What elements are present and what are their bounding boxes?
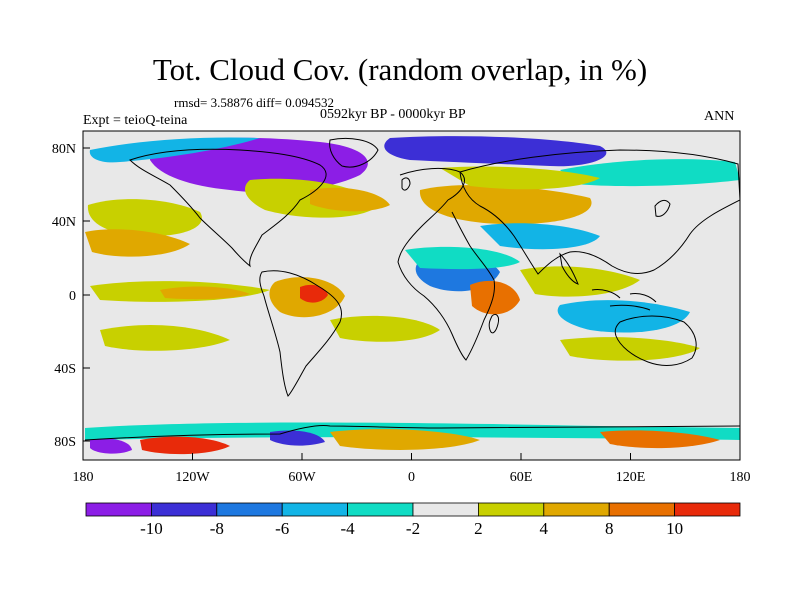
coastline-antarctica xyxy=(84,425,740,441)
coastline-australia xyxy=(614,315,697,366)
coastline-north-america xyxy=(129,148,327,268)
plot-title: Tot. Cloud Cov. (random overlap, in %) xyxy=(152,52,648,87)
colorbar-labels: -10 -8 -6 -4 -2 2 4 8 10 xyxy=(140,519,683,538)
latitude-axis: 80N 40N 0 40S 80S xyxy=(52,142,90,450)
south-pacific-yellow xyxy=(100,325,230,351)
lat-label-0: 0 xyxy=(69,289,76,304)
pacific-itcz-orange xyxy=(160,286,250,300)
season-label: ANN xyxy=(704,109,735,124)
arctic-negative-patch-2 xyxy=(384,136,607,167)
atlantic-orange xyxy=(310,187,390,212)
south-atlantic-yellow xyxy=(330,315,440,342)
amazon-red xyxy=(300,284,328,303)
colorbar-label: 4 xyxy=(540,519,549,538)
lon-label-0: 0 xyxy=(408,470,415,485)
coastline-india xyxy=(559,252,579,285)
lat-label-80s: 80S xyxy=(54,435,76,450)
map-plot-area xyxy=(83,131,740,460)
coastline-europe-africa xyxy=(397,167,495,361)
colorbar-label: 10 xyxy=(666,519,683,538)
colorbar-label: -2 xyxy=(406,519,420,538)
colorbar-box xyxy=(674,502,741,517)
eurasia-yellow xyxy=(440,166,600,190)
colorbar-label: 8 xyxy=(605,519,614,538)
colorbar-box xyxy=(281,502,349,517)
asia-cyan xyxy=(480,223,600,250)
coastline-uk xyxy=(401,177,411,191)
colorbar: -10 -8 -6 -4 -2 2 4 8 10 xyxy=(85,502,741,538)
anomaly-field xyxy=(85,136,740,455)
longitude-axis: 180 120W 60W 0 60E 120E 180 xyxy=(73,453,751,485)
arctic-negative-patch xyxy=(150,137,368,193)
lon-label-60w: 60W xyxy=(288,470,316,485)
lat-label-40s: 40S xyxy=(54,362,76,377)
north-atlantic-cyan xyxy=(560,159,740,187)
maritime-cyan xyxy=(557,300,690,333)
lon-label-60e: 60E xyxy=(510,470,533,485)
colorbar-label: -8 xyxy=(210,519,224,538)
colorbar-label: -10 xyxy=(140,519,163,538)
antarctic-red xyxy=(140,436,230,455)
coastline-japan xyxy=(654,199,671,217)
lon-label-180w: 180 xyxy=(73,470,94,485)
colorbar-box xyxy=(477,502,545,517)
eurasia-positive xyxy=(419,184,592,225)
experiment-label: Expt = teioQ-teina xyxy=(83,113,188,128)
colorbar-label: -6 xyxy=(275,519,289,538)
lon-label-120w: 120W xyxy=(175,470,210,485)
lat-label-80n: 80N xyxy=(52,142,76,157)
east-africa-orange xyxy=(470,280,520,315)
colorbar-boxes xyxy=(85,502,741,517)
coastlines xyxy=(84,137,740,441)
rmsd-diff-stats: rmsd= 3.58876 diff= 0.094532 xyxy=(174,95,334,110)
colorbar-box xyxy=(216,502,283,517)
antarctic-orange xyxy=(330,429,480,450)
colorbar-label: -4 xyxy=(341,519,356,538)
indian-ocean-yellow xyxy=(520,266,640,297)
antarctic-red-east xyxy=(600,430,720,449)
coastline-indonesia xyxy=(591,289,657,311)
colorbar-box xyxy=(150,502,218,517)
colorbar-box xyxy=(412,502,479,517)
coastline-madagascar xyxy=(488,313,499,334)
antarctic-blue xyxy=(270,430,325,446)
coastline-south-america xyxy=(259,270,342,397)
south-indian-yellow xyxy=(560,337,700,361)
colorbar-box xyxy=(608,502,676,517)
north-pacific-orange xyxy=(85,229,190,257)
colorbar-box xyxy=(543,502,610,517)
antarctic-purple xyxy=(90,438,132,454)
coastline-asia xyxy=(459,149,740,275)
period-label: 0592kyr BP - 0000kyr BP xyxy=(320,107,466,122)
lon-label-180e: 180 xyxy=(730,470,751,485)
arctic-cyan-band xyxy=(89,137,260,163)
lat-label-40n: 40N xyxy=(52,215,76,230)
colorbar-box xyxy=(85,502,152,517)
colorbar-box xyxy=(347,502,414,517)
coastline-greenland xyxy=(329,137,379,168)
north-pacific-positive xyxy=(87,199,202,237)
africa-cyan xyxy=(405,246,520,270)
colorbar-label: 2 xyxy=(474,519,483,538)
lon-label-120e: 120E xyxy=(616,470,646,485)
